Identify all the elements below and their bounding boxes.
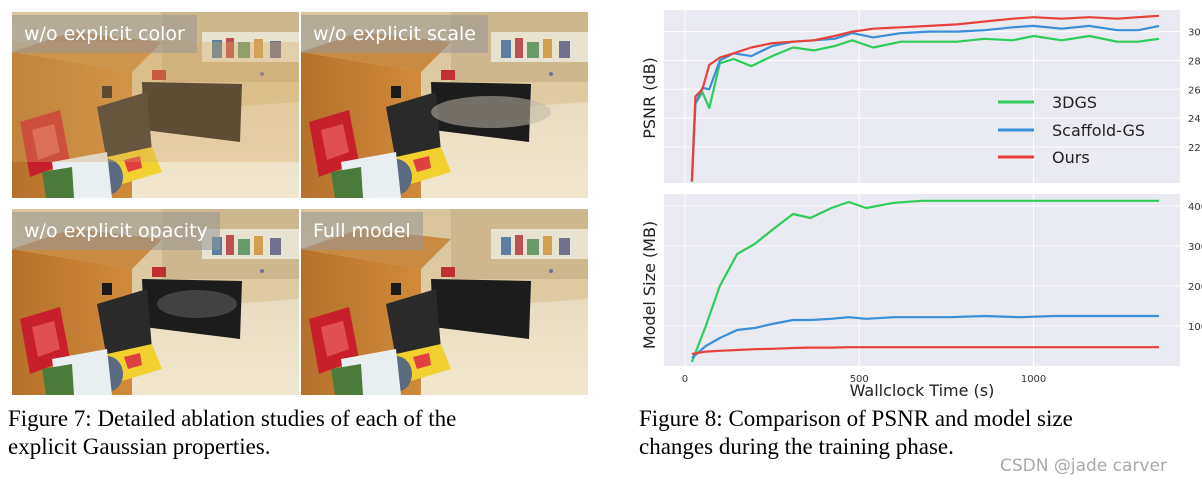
size-axis-label: Model Size (MB) (640, 221, 659, 349)
size-grid (664, 194, 1180, 366)
caption-line: explicit Gaussian properties. (8, 434, 271, 459)
ablation-panel-opacity: w/o explicit opacity (12, 209, 299, 395)
figure7-caption: Figure 7: Detailed ablation studies of e… (8, 405, 608, 461)
psnr-size-chart: 22 24 26 28 30 PSNR (dB) 3DGS Scaffold-GS Ou… (640, 10, 1202, 400)
size-lines (690, 199, 1160, 363)
watermark: CSDN @jade carver (1000, 456, 1167, 476)
scene-image (12, 209, 299, 395)
time-xticks: 0 500 1000 (682, 374, 1047, 385)
psnr-axis-label: PSNR (dB) (640, 57, 659, 139)
ablation-panel-full: Full model (301, 209, 588, 395)
psnr-lines (690, 14, 1160, 182)
legend-label-ours: Ours (1052, 148, 1090, 167)
time-axis-label: Wallclock Time (s) (850, 381, 995, 400)
xtick-label: 1000 (1021, 374, 1046, 385)
ytick-label: 400 (1188, 202, 1202, 213)
series-line-ours (690, 14, 1160, 182)
ytick-label: 300 (1188, 242, 1202, 253)
ytick-label: 30 (1188, 28, 1201, 39)
panel-label: w/o explicit opacity (12, 212, 220, 250)
legend-label-scaffold: Scaffold-GS (1052, 121, 1145, 140)
series-line-scaffold-gs (690, 24, 1160, 182)
xtick-label: 500 (850, 374, 869, 385)
panel-label: Full model (301, 212, 423, 250)
series-line-3dgs (690, 34, 1160, 182)
caption-line: Figure 7: Detailed ablation studies of e… (8, 406, 457, 431)
psnr-grid (664, 10, 1180, 183)
chart-legend: 3DGS Scaffold-GS Ours (998, 93, 1145, 167)
ytick-label: 22 (1188, 143, 1201, 154)
panel-label: w/o explicit scale (301, 15, 488, 53)
psnr-plot-area (664, 10, 1180, 183)
size-yticks: 100 200 300 400 (1188, 202, 1202, 333)
scene-image (12, 12, 299, 198)
psnr-yticks: 22 24 26 28 30 (1188, 28, 1201, 154)
panel-label: w/o explicit color (12, 15, 197, 53)
series-line-ours (691, 346, 1160, 356)
ablation-panel-scale: w/o explicit scale (301, 12, 588, 198)
caption-line: Figure 8: Comparison of PSNR and model s… (639, 406, 1073, 431)
figure8-caption: Figure 8: Comparison of PSNR and model s… (639, 405, 1199, 461)
legend-label-3dgs: 3DGS (1052, 93, 1097, 112)
ytick-label: 100 (1188, 322, 1202, 333)
size-plot-area (664, 194, 1180, 366)
ytick-label: 28 (1188, 56, 1201, 67)
series-line-3dgs (690, 199, 1160, 363)
ytick-label: 200 (1188, 282, 1202, 293)
series-line-scaffold-gs (691, 314, 1160, 359)
ablation-panel-color: w/o explicit color (12, 12, 299, 198)
caption-line: changes during the training phase. (639, 434, 954, 459)
scene-image (301, 12, 588, 198)
ytick-label: 26 (1188, 85, 1201, 96)
ytick-label: 24 (1188, 114, 1201, 125)
xtick-label: 0 (682, 374, 688, 385)
